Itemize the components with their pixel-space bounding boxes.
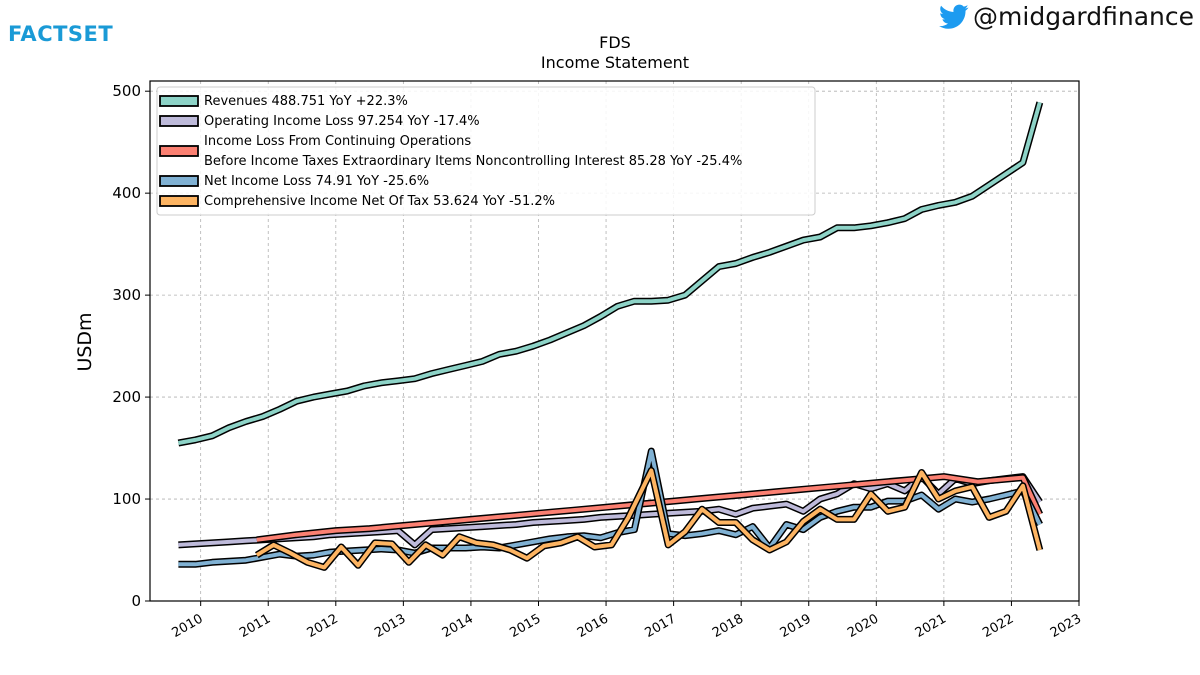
legend-label: Operating Income Loss 97.254 YoY -17.4%	[204, 114, 480, 129]
twitter-handle: @midgardfinance	[939, 2, 1194, 31]
legend: Revenues 488.751 YoY +22.3% Operating Inc…	[156, 86, 816, 216]
x-tick-label: 2015	[507, 611, 543, 641]
y-tick-label: 300	[112, 286, 141, 304]
legend-entry: Income Loss From Continuing Operations Be…	[159, 134, 742, 169]
x-tick-label: 2011	[237, 611, 273, 641]
legend-label: Before Income Taxes Extraordinary Items …	[204, 154, 742, 169]
x-tick-label: 2013	[372, 611, 408, 641]
series-line	[255, 468, 1042, 570]
twitter-handle-text: @midgardfinance	[973, 2, 1194, 31]
legend-swatch	[159, 175, 199, 187]
legend-entry: Operating Income Loss 97.254 YoY -17.4%	[159, 114, 480, 129]
x-tick-label: 2017	[642, 611, 678, 641]
x-tick-label: 2010	[170, 611, 206, 641]
series-layer	[177, 101, 1044, 571]
legend-swatch	[159, 145, 199, 157]
x-tick-label: 2014	[440, 611, 476, 641]
legend-entry: Revenues 488.751 YoY +22.3%	[159, 94, 408, 109]
x-tick-label: 2020	[845, 611, 881, 641]
legend-label: Revenues 488.751 YoY +22.3%	[204, 94, 408, 109]
legend-label: Net Income Loss 74.91 YoY -25.6%	[204, 174, 429, 189]
series-line	[178, 474, 1042, 547]
plot-frame	[149, 80, 1080, 602]
y-tick-label: 0	[131, 592, 141, 610]
series-operating-income-loss	[178, 473, 1043, 549]
series-comprehensive-income-net-of-tax	[254, 467, 1044, 571]
series-line	[178, 101, 1042, 445]
legend-box	[156, 86, 816, 216]
x-tick-label: 2022	[980, 611, 1016, 641]
x-tick-label: 2012	[305, 611, 341, 641]
legend-label: Income Loss From Continuing Operations	[204, 134, 471, 149]
x-tick-label: 2019	[778, 611, 814, 641]
legend-entry: Comprehensive Income Net Of Tax 53.624 Y…	[159, 194, 555, 209]
series-line	[178, 449, 1042, 567]
twitter-bird-icon	[939, 4, 969, 29]
y-tick-label: 200	[112, 388, 141, 406]
y-tick-label: 500	[112, 82, 141, 100]
y-tick-label: 100	[112, 490, 141, 508]
legend-swatch	[159, 95, 199, 107]
series-income-loss-from-continuing-operations-before-income-taxes-extraordinary-items-noncontrolling-interest	[256, 473, 1043, 544]
chart-subtitle: Income Statement	[541, 53, 689, 72]
series-net-income-loss	[178, 447, 1043, 568]
legend-entry: Net Income Loss 74.91 YoY -25.6%	[159, 174, 429, 189]
x-tick-label: 2018	[710, 611, 746, 641]
legend-swatch	[159, 195, 199, 207]
legend-swatch	[159, 115, 199, 127]
factset-logo: FACTSET	[8, 22, 114, 46]
series-line	[256, 474, 1042, 542]
x-tick-label: 2023	[1048, 611, 1084, 641]
y-tick-label: 400	[112, 184, 141, 202]
x-tick-label: 2021	[913, 611, 949, 641]
series-revenues	[177, 101, 1044, 447]
y-axis-label: USDm	[74, 312, 96, 371]
series-outline	[256, 473, 1043, 544]
chart-title: FDS	[599, 33, 631, 52]
x-tick-label: 2016	[575, 611, 611, 641]
legend-label: Comprehensive Income Net Of Tax 53.624 Y…	[204, 194, 555, 209]
